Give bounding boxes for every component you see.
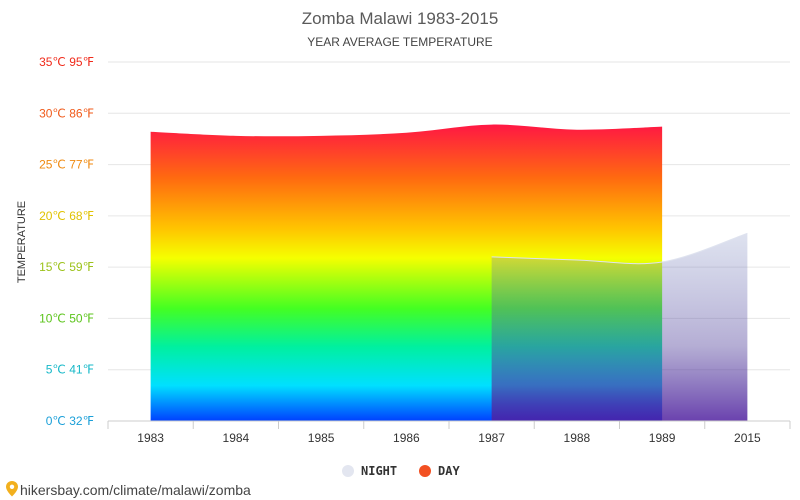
y-tick-label: 30℃ 86℉ (39, 106, 94, 120)
y-tick-label: 20℃ 68℉ (39, 209, 94, 223)
y-axis-label: TEMPERATURE (16, 201, 28, 283)
x-tick-label: 1984 (223, 431, 250, 445)
night-series-area (491, 233, 748, 421)
legend-swatch (342, 465, 354, 477)
legend-label: NIGHT (361, 464, 397, 478)
legend-item-day[interactable]: DAY (419, 464, 460, 478)
y-tick-label: 25℃ 77℉ (39, 158, 94, 172)
y-tick-label: 0℃ 32℉ (46, 414, 94, 428)
x-tick-label: 1983 (137, 431, 164, 445)
y-tick-label: 10℃ 50℉ (39, 311, 94, 325)
legend-item-night[interactable]: NIGHT (342, 464, 397, 478)
x-axis: 1983 1984 1985 1986 1987 1988 1989 2015 (107, 420, 791, 445)
y-tick-label: 5℃ 41℉ (46, 363, 94, 377)
chart-subtitle: YEAR AVERAGE TEMPERATURE (307, 35, 492, 49)
x-tick-label: 2015 (734, 431, 761, 445)
x-tick-label: 1986 (393, 431, 420, 445)
night-series-area-line (491, 232, 748, 265)
x-tick-label: 1989 (649, 431, 676, 445)
chart-title: Zomba Malawi 1983-2015 (302, 9, 499, 28)
x-tick-label: 1985 (308, 431, 335, 445)
plot-area (150, 124, 748, 422)
legend: NIGHT DAY (342, 464, 460, 478)
y-tick-label: 35℃ 95℉ (39, 55, 94, 69)
y-tick-label: 15℃ 59℉ (39, 260, 94, 274)
source-url[interactable]: hikersbay.com/climate/malawi/zomba (20, 482, 251, 498)
source-link[interactable]: hikersbay.com/climate/malawi/zomba (6, 481, 251, 498)
y-axis-ticks: 0℃ 32℉ 5℃ 41℉ 10℃ 50℉ 15℃ 59℉ 20℃ 68℉ 25℃ 77℉… (39, 55, 94, 428)
legend-swatch (419, 465, 431, 477)
x-tick-label: 1988 (564, 431, 591, 445)
location-pin-dot (9, 484, 15, 489)
legend-label: DAY (438, 464, 460, 478)
x-tick-label: 1987 (478, 431, 505, 445)
